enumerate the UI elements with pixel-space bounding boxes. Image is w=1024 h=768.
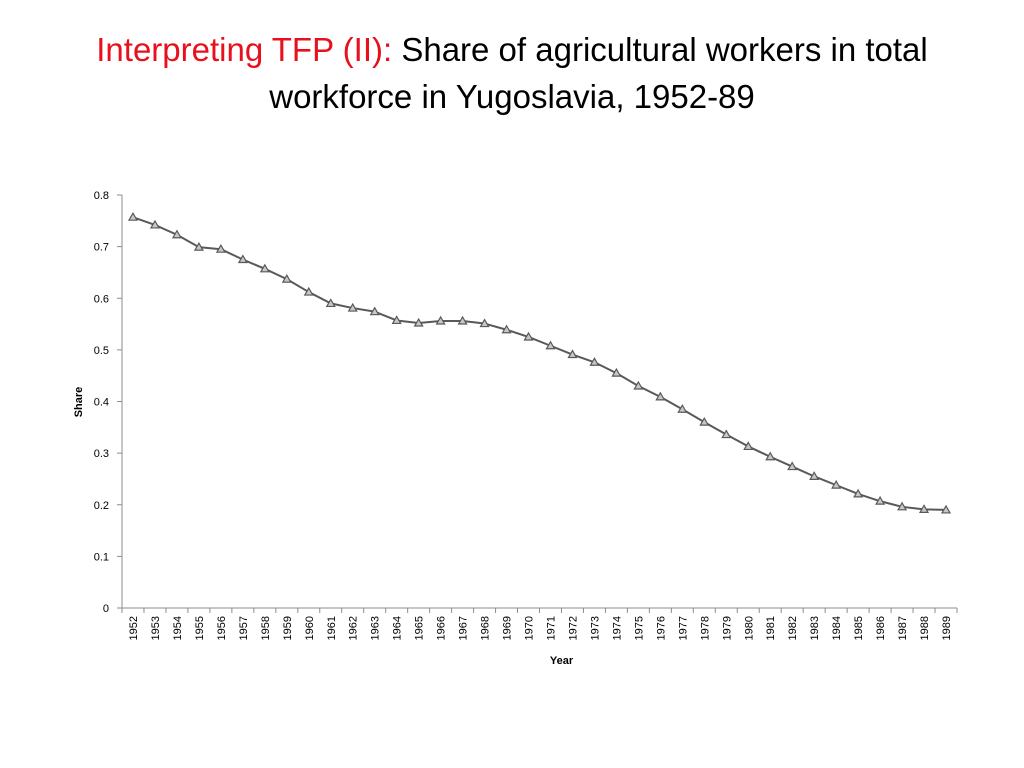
data-point-marker [413, 317, 424, 327]
x-tick-label: 1963 [370, 616, 382, 640]
data-point-marker [171, 229, 182, 239]
y-tick-label: 0.8 [94, 190, 109, 202]
x-tick-label: 1987 [897, 616, 909, 640]
x-tick-label: 1977 [677, 616, 689, 640]
x-tick-label: 1988 [919, 616, 931, 640]
x-tick-label: 1969 [502, 616, 514, 640]
data-point-marker [875, 495, 886, 505]
x-tick-label: 1965 [414, 616, 426, 640]
data-point-marker [897, 501, 908, 511]
y-tick-label: 0.4 [94, 397, 109, 409]
x-tick-label: 1975 [633, 616, 645, 640]
x-tick-label: 1970 [524, 616, 536, 640]
data-point-marker [303, 286, 314, 296]
x-tick-label: 1979 [721, 616, 733, 640]
x-tick-label: 1980 [743, 616, 755, 640]
data-point-marker [853, 488, 864, 498]
x-tick-label: 1962 [348, 616, 360, 640]
x-tick-label: 1959 [282, 616, 294, 640]
data-point-marker [677, 404, 688, 413]
data-point-marker [809, 471, 820, 480]
data-point-marker [259, 263, 270, 273]
x-tick-label: 1971 [545, 616, 557, 640]
x-tick-label: 1976 [655, 616, 667, 640]
x-tick-label: 1952 [128, 616, 140, 640]
data-point-marker [721, 429, 732, 439]
y-tick-label: 0 [103, 603, 109, 615]
x-tick-label: 1955 [194, 616, 206, 640]
y-tick-label: 0.3 [94, 448, 109, 460]
data-point-marker [193, 241, 204, 251]
y-tick-label: 0.1 [94, 551, 109, 563]
x-tick-label: 1972 [567, 616, 579, 640]
x-axis-title: Year [550, 655, 574, 667]
data-point-marker [149, 219, 160, 229]
x-tick-label: 1961 [326, 616, 338, 640]
data-point-marker [347, 302, 358, 312]
x-tick-label: 1964 [392, 616, 404, 640]
slide-title: Interpreting TFP (II): Share of agricult… [40, 26, 984, 120]
y-tick-label: 0.7 [94, 242, 109, 254]
x-tick-label: 1981 [765, 616, 777, 640]
x-tick-label: 1974 [611, 616, 623, 640]
data-point-marker [545, 340, 556, 350]
data-point-marker [457, 315, 468, 325]
x-tick-label: 1953 [150, 616, 162, 640]
data-point-marker [281, 273, 292, 283]
series-line [132, 216, 947, 511]
data-point-marker [633, 380, 644, 390]
x-tick-label: 1983 [809, 616, 821, 640]
x-tick-label: 1982 [787, 616, 799, 640]
data-point-marker [743, 441, 754, 451]
x-tick-label: 1968 [480, 616, 492, 640]
data-point-marker [831, 479, 842, 489]
data-point-marker [237, 254, 248, 264]
data-point-marker [391, 315, 402, 325]
x-tick-label: 1967 [458, 616, 470, 640]
data-point-marker [940, 504, 952, 514]
x-tick-label: 1978 [699, 616, 711, 640]
x-tick-label: 1957 [238, 616, 250, 640]
slide-title-rest: Share of agricultural workers in total w… [269, 31, 928, 115]
x-tick-label: 1954 [172, 616, 184, 640]
data-point-marker [655, 391, 666, 401]
data-point-marker [699, 416, 710, 426]
data-point-marker [567, 349, 578, 359]
data-point-marker [127, 211, 139, 221]
data-point-marker [435, 315, 446, 325]
x-tick-label: 1973 [589, 616, 601, 640]
x-tick-label: 1960 [304, 616, 316, 640]
y-axis-title: Share [73, 387, 85, 418]
data-point-marker [523, 331, 534, 341]
data-point-marker [215, 243, 226, 253]
x-tick-label: 1986 [875, 616, 887, 640]
x-tick-label: 1985 [853, 616, 865, 640]
x-tick-label: 1984 [831, 616, 843, 640]
slide-title-accent: Interpreting TFP (II): [96, 31, 393, 68]
x-tick-label: 1956 [216, 616, 228, 640]
data-point-marker [611, 367, 622, 377]
data-point-marker [787, 461, 798, 471]
data-point-marker [369, 306, 380, 316]
x-tick-label: 1989 [941, 616, 953, 640]
y-tick-label: 0.2 [94, 500, 109, 512]
y-tick-label: 0.5 [94, 345, 109, 357]
data-point-marker [501, 324, 512, 334]
x-tick-label: 1958 [260, 616, 272, 640]
x-tick-label: 1966 [436, 616, 448, 640]
y-tick-label: 0.6 [94, 293, 109, 305]
data-point-marker [589, 357, 600, 366]
data-point-marker [479, 318, 490, 328]
data-point-marker [765, 451, 776, 461]
data-point-marker [325, 298, 336, 308]
data-point-marker [919, 504, 930, 513]
